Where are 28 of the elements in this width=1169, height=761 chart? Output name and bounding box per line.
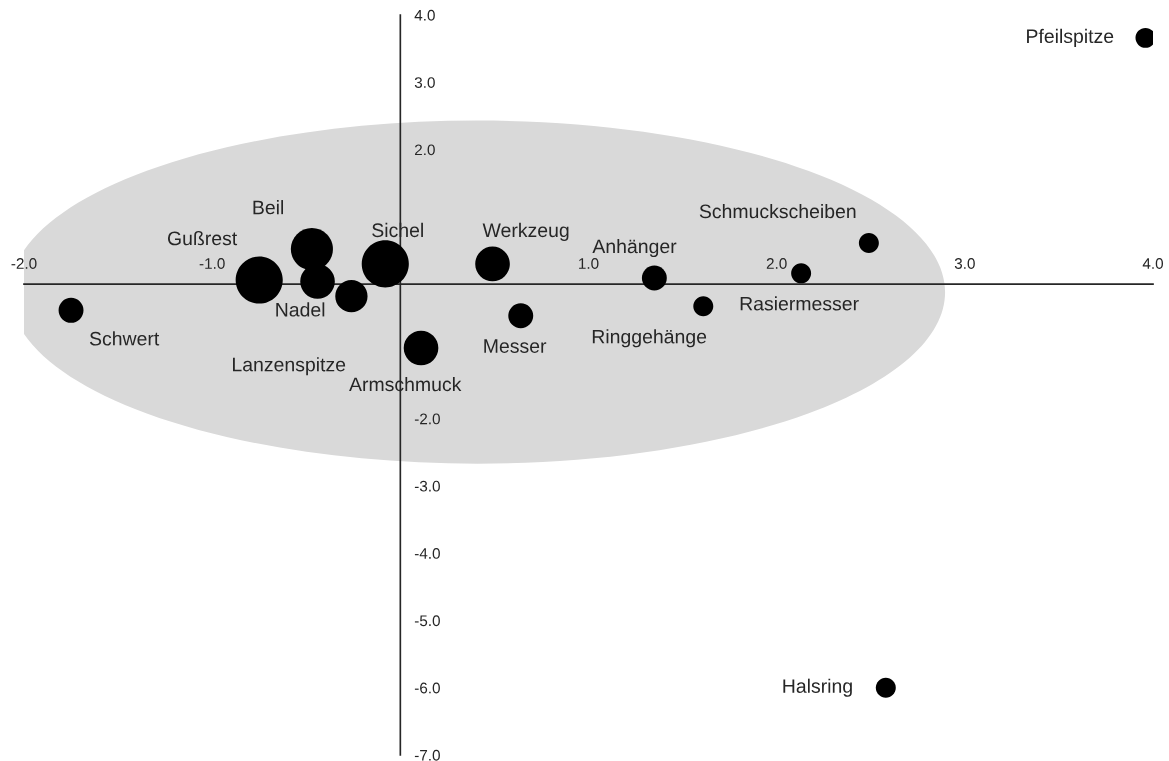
series-label: Nadel — [276, 302, 325, 317]
x-tick-label: 3.0 — [954, 258, 975, 269]
series-label: Pfeilspitze — [1027, 28, 1114, 47]
y-tick-label: -7.0 — [414, 749, 440, 761]
x-tick-label: 2.0 — [766, 258, 787, 269]
x-tick-label: 1.0 — [579, 258, 599, 269]
series-label: Schmuckscheiben — [699, 203, 856, 219]
y-tick-label: -4.0 — [414, 548, 440, 559]
y-tick-label: -5.0 — [414, 615, 440, 627]
series-label: Ringgehänge — [592, 329, 707, 348]
x-tick-label: -2.0 — [11, 258, 37, 269]
y-tick-label: 2.0 — [414, 144, 435, 156]
y-tick-label: -6.0 — [414, 682, 440, 694]
y-tick-label: 4.0 — [414, 9, 435, 21]
series-label: Halsring — [783, 678, 852, 697]
series-label: Beil — [253, 200, 284, 215]
x-tick-label: 4.0 — [1142, 258, 1164, 269]
series-label: Messer — [484, 339, 547, 353]
y-tick-label: 3.0 — [414, 77, 435, 88]
y-tick-label: -2.0 — [414, 413, 440, 425]
text: Lanzenspitze — [233, 357, 346, 376]
series-label: Schwert — [89, 331, 160, 346]
y-tick-label: -3.0 — [414, 480, 440, 492]
series-label: Anhänger — [592, 238, 677, 258]
series-label: Gußrest — [167, 230, 238, 246]
series-label: Werkzeug — [482, 222, 569, 241]
series-label: Rasiermesser — [740, 296, 859, 311]
x-tick-label: -1.0 — [199, 258, 225, 269]
